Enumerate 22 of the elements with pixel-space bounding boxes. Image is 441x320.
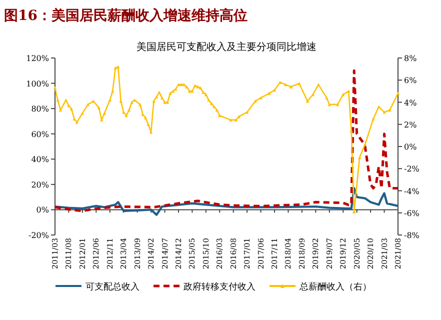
y2-tick-label: -6% bbox=[404, 208, 420, 218]
y2-tick-label: 8% bbox=[404, 54, 418, 63]
y2-tick-label: 4% bbox=[404, 98, 418, 108]
y2-tick-label: -4% bbox=[404, 186, 420, 196]
y2-tick-label: 2% bbox=[404, 120, 418, 130]
y2-tick-label: 6% bbox=[404, 76, 418, 86]
y2-tick-label: -8% bbox=[404, 231, 420, 240]
y-tick-label: 60% bbox=[31, 130, 50, 139]
y-tick-label: 100% bbox=[26, 79, 50, 88]
legend-label: 政府转移支付收入 bbox=[184, 282, 256, 292]
y2-tick-label: -2% bbox=[404, 164, 420, 174]
legend-label: 可支配总收入 bbox=[86, 282, 140, 292]
y2-tick-label: 0% bbox=[404, 142, 418, 152]
legend-label: 总薪酬收入（右） bbox=[298, 282, 372, 292]
chart-title: 图16：美国居民薪酬收入增速维持高位 bbox=[4, 7, 248, 24]
chart-subtitle: 美国居民可支配收入及主要分项同比增速 bbox=[136, 41, 316, 53]
y-tick-label: -20% bbox=[28, 231, 50, 240]
y-tick-label: 80% bbox=[31, 104, 50, 114]
y-tick-label: 20% bbox=[31, 180, 50, 190]
y-tick-label: 40% bbox=[31, 155, 50, 164]
y-tick-label: 120% bbox=[26, 54, 50, 63]
y-tick-label: 0% bbox=[36, 206, 50, 215]
